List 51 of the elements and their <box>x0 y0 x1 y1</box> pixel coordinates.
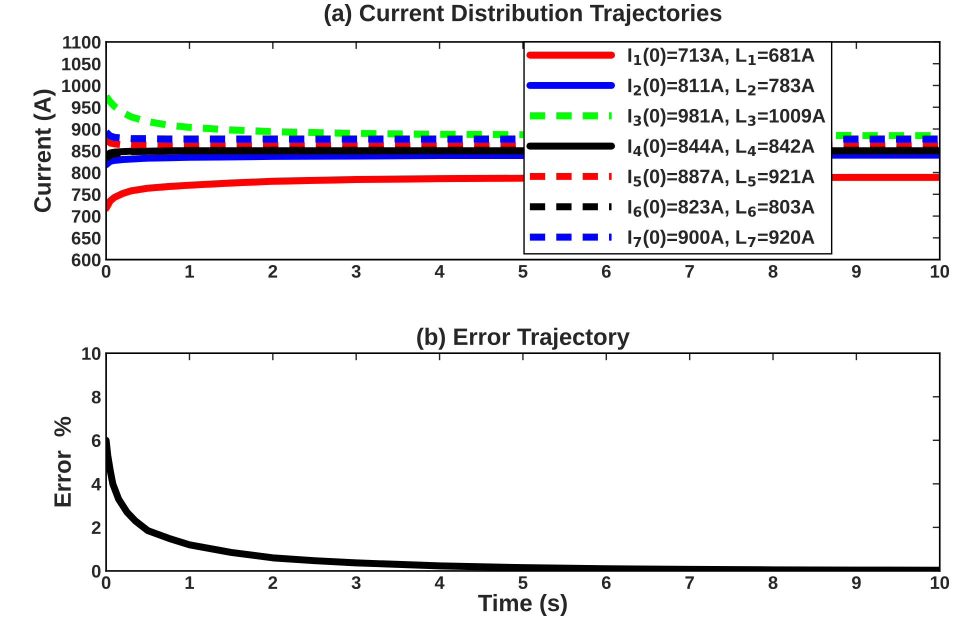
y-tick-label: 600 <box>72 254 101 266</box>
x-tick-label: 3 <box>352 576 361 590</box>
y-tick-label: 1050 <box>62 58 101 70</box>
x-tick-label: 4 <box>434 576 444 589</box>
y-tick-label: 800 <box>72 166 101 180</box>
y-tick-label: 1000 <box>62 79 101 92</box>
x-tick-label: 10 <box>930 576 950 590</box>
legend-label: I$_{3}$(0)=981A, L$_{3}$=1009A <box>628 108 826 126</box>
chart-title: (a) Current Distribution Trajectories <box>324 4 722 26</box>
y-axis-title: Error % <box>54 416 71 506</box>
x-tick-label: 6 <box>602 576 611 590</box>
x-tick-label: 0 <box>102 264 110 278</box>
x-tick-label: 1 <box>186 265 194 278</box>
x-tick-label: 8 <box>768 576 778 590</box>
legend-label: I$_{1}$(0)=713A, L$_{1}$=681A <box>628 48 814 66</box>
y-tick-label: 0 <box>92 564 101 578</box>
y-tick-label: 4 <box>91 478 102 490</box>
x-tick-label: 3 <box>352 264 361 278</box>
x-tick-label: 9 <box>852 576 861 590</box>
y-tick-label: 950 <box>72 101 101 114</box>
x-tick-label: 2 <box>268 576 278 589</box>
x-tick-label: 10 <box>930 264 950 278</box>
x-axis-title: Time (s) <box>478 594 567 616</box>
legend-label: I$_{5}$(0)=887A, L$_{5}$=921A <box>628 169 814 188</box>
x-tick-label: 1 <box>186 576 194 589</box>
y-tick-label: 6 <box>92 434 101 448</box>
y-tick-label: 900 <box>72 122 101 136</box>
x-tick-label: 6 <box>602 264 611 278</box>
legend-label: I$_{4}$(0)=844A, L$_{4}$=842A <box>628 138 814 157</box>
x-tick-label: 2 <box>268 264 278 278</box>
y-tick-label: 750 <box>72 188 101 202</box>
y-axis-title: Current (A) <box>34 90 56 212</box>
y-tick-label: 8 <box>92 390 101 404</box>
legend-label: I$_{2}$(0)=811A, L$_{2}$=783A <box>628 78 814 96</box>
y-tick-label: 850 <box>72 144 101 158</box>
x-tick-label: 5 <box>518 265 528 278</box>
legend-label: I$_{6}$(0)=823A, L$_{6}$=803A <box>628 199 814 218</box>
x-tick-label: 7 <box>685 265 694 278</box>
y-tick-label: 2 <box>92 521 101 534</box>
chart-title: (b) Error Trajectory <box>417 328 630 350</box>
legend-label: I$_{7}$(0)=900A, L$_{7}$=920A <box>628 230 814 248</box>
x-tick-label: 9 <box>852 264 861 278</box>
y-tick-label: 700 <box>72 210 101 223</box>
x-tick-label: 0 <box>102 576 110 590</box>
x-tick-label: 5 <box>518 576 528 590</box>
x-tick-label: 4 <box>434 265 444 278</box>
y-tick-label: 10 <box>82 347 101 360</box>
y-tick-label: 650 <box>72 232 101 245</box>
y-tick-label: 1100 <box>63 36 101 49</box>
x-tick-label: 7 <box>685 576 694 589</box>
x-tick-label: 8 <box>768 264 778 278</box>
